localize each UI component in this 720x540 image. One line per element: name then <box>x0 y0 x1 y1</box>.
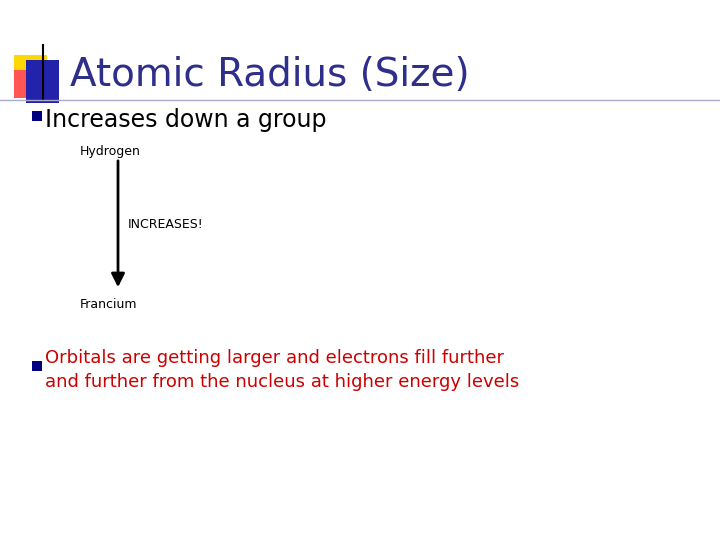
FancyBboxPatch shape <box>32 361 42 371</box>
Text: Orbitals are getting larger and electrons fill further
and further from the nucl: Orbitals are getting larger and electron… <box>45 349 519 391</box>
FancyBboxPatch shape <box>32 111 42 121</box>
Text: Hydrogen: Hydrogen <box>80 145 141 158</box>
Text: Francium: Francium <box>80 298 138 311</box>
FancyBboxPatch shape <box>26 60 59 103</box>
Text: Increases down a group: Increases down a group <box>45 108 326 132</box>
Text: Atomic Radius (Size): Atomic Radius (Size) <box>70 56 469 94</box>
FancyBboxPatch shape <box>14 55 47 88</box>
Text: INCREASES!: INCREASES! <box>128 219 204 232</box>
FancyBboxPatch shape <box>14 70 42 98</box>
